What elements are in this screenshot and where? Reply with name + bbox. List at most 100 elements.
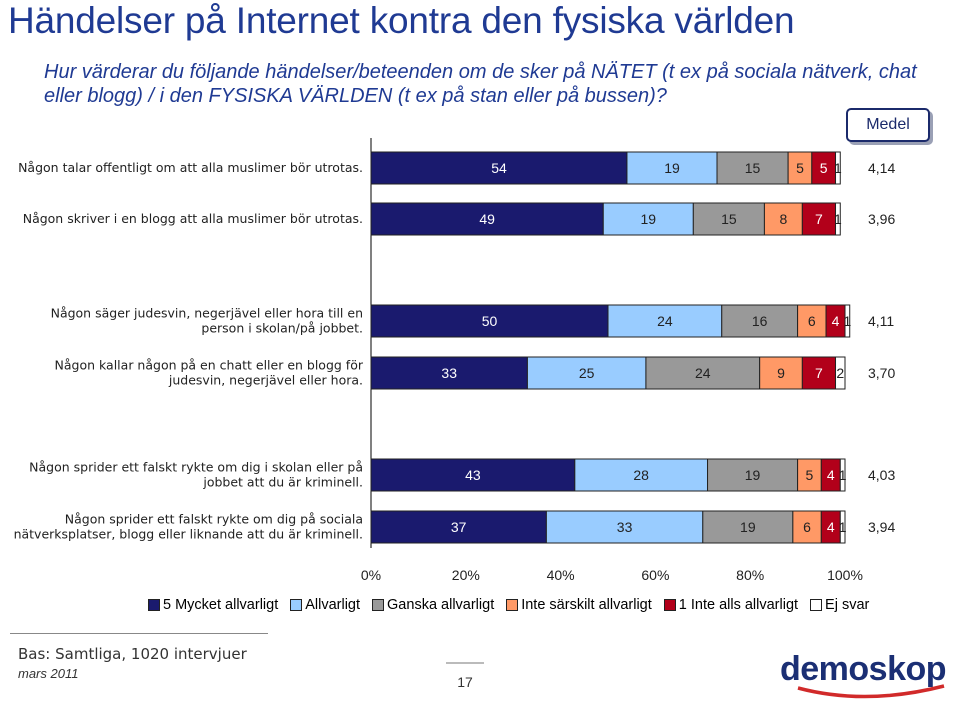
- legend-label: Allvarligt: [305, 597, 361, 613]
- data-label: 54: [491, 160, 507, 176]
- chart-legend: 5 Mycket allvarligt Allvarligt Ganska allv…: [148, 597, 881, 613]
- data-label: 1: [843, 313, 851, 329]
- x-tick-label: 20%: [452, 567, 480, 583]
- bar-segment: [526, 356, 647, 390]
- x-tick-label: 100%: [827, 567, 863, 583]
- bar-segment: [370, 458, 576, 492]
- data-label: 49: [479, 211, 495, 227]
- demoskop-logo: demoskop: [780, 650, 947, 688]
- data-label: 6: [808, 313, 816, 329]
- bar-segment: [792, 510, 822, 544]
- data-label: 25: [579, 365, 595, 381]
- page-number-border: [446, 662, 484, 664]
- mean-column-header: Medel: [846, 108, 930, 142]
- data-label: 24: [657, 313, 673, 329]
- category-label: Någon säger judesvin, negerjävel eller h…: [51, 306, 363, 321]
- data-label: 9: [777, 365, 785, 381]
- bar-segment: [721, 304, 799, 338]
- legend-item: Inte särskilt allvarligt: [506, 597, 652, 613]
- bar-segment: [801, 202, 837, 236]
- bar-segment: [839, 510, 846, 544]
- data-label: 1: [834, 211, 842, 227]
- category-label: Någon kallar någon på en chatt eller en …: [55, 358, 364, 373]
- legend-swatch: [663, 599, 676, 611]
- bar-segment: [645, 356, 761, 390]
- data-label: 33: [441, 365, 457, 381]
- data-label: 37: [451, 519, 467, 535]
- data-label: 4: [832, 313, 840, 329]
- category-label: nätverksplatser, blogg eller liknande at…: [14, 527, 363, 542]
- data-label: 1: [839, 467, 847, 483]
- bar-segment: [626, 151, 718, 185]
- legend-swatch: [506, 599, 519, 611]
- data-label: 1: [839, 519, 847, 535]
- bar-segment: [716, 151, 789, 185]
- legend-label: Ej svar: [825, 597, 870, 613]
- category-label: Någon talar offentligt om att alla musli…: [18, 160, 363, 175]
- data-label: 6: [803, 519, 811, 535]
- x-tick-label: 40%: [547, 567, 575, 583]
- mean-value: 3,96: [868, 211, 895, 227]
- data-label: 16: [752, 313, 768, 329]
- bar-segment: [370, 304, 609, 338]
- mean-value: 4,03: [868, 467, 895, 483]
- bar-segment: [797, 304, 827, 338]
- mean-value: 4,14: [868, 160, 895, 176]
- mean-value: 4,11: [868, 313, 894, 329]
- bar-segment: [702, 510, 794, 544]
- data-label: 19: [641, 211, 657, 227]
- bar-segment: [759, 356, 803, 390]
- data-label: 5: [796, 160, 804, 176]
- bar-segment: [692, 202, 765, 236]
- legend-swatch: [810, 599, 823, 611]
- data-label: 19: [740, 519, 756, 535]
- x-tick-label: 60%: [641, 567, 669, 583]
- footer-base-note: Bas: Samtliga, 1020 intervjuer: [18, 645, 247, 663]
- data-label: 50: [482, 313, 498, 329]
- logo-swoosh-icon: [797, 684, 945, 699]
- legend-swatch: [148, 599, 160, 611]
- legend-label: 5 Mycket allvarligt: [163, 597, 279, 613]
- data-label: 5: [820, 160, 828, 176]
- bar-segment: [839, 458, 846, 492]
- bar-segment: [545, 510, 704, 544]
- data-label: 15: [745, 160, 761, 176]
- data-label: 5: [806, 467, 814, 483]
- legend-item: Ganska allvarligt: [372, 597, 494, 613]
- legend-item: Allvarligt: [290, 597, 360, 613]
- data-label: 19: [664, 160, 680, 176]
- data-label: 2: [836, 365, 844, 381]
- legend-label: Inte särskilt allvarligt: [521, 597, 652, 613]
- legend-label: 1 Inte alls allvarligt: [678, 597, 799, 613]
- data-label: 19: [745, 467, 761, 483]
- page-title: Händelser på Internet kontra den fysiska…: [8, 0, 795, 41]
- category-label: judesvin, negerjävel eller hora.: [168, 373, 363, 388]
- mean-value: 3,94: [868, 519, 895, 535]
- legend-label: Ganska allvarligt: [387, 597, 495, 613]
- legend-swatch: [372, 599, 385, 611]
- data-label: 43: [465, 467, 481, 483]
- data-label: 8: [779, 211, 787, 227]
- category-label: person i skolan/på jobbet.: [201, 321, 363, 336]
- bar-segment: [370, 151, 628, 185]
- bar-segment: [707, 458, 799, 492]
- data-label: 7: [815, 211, 823, 227]
- bar-segment: [370, 202, 604, 236]
- data-label: 33: [617, 519, 633, 535]
- data-label: 24: [695, 365, 711, 381]
- page-number: 17: [457, 674, 473, 690]
- bar-segment: [607, 304, 723, 338]
- question-subtitle: Hur värderar du följande händelser/betee…: [44, 61, 917, 107]
- data-label: 15: [721, 211, 737, 227]
- stacked-bar-chart: Någon talar offentligt om att alla musli…: [14, 138, 895, 583]
- legend-item: 1 Inte alls allvarligt: [663, 597, 799, 613]
- x-tick-label: 0%: [361, 567, 381, 583]
- data-label: 1: [834, 160, 842, 176]
- bar-segment: [574, 458, 709, 492]
- legend-item: Ej svar: [810, 597, 869, 613]
- footer-date: mars 2011: [18, 666, 79, 681]
- category-label: Någon sprider ett falskt rykte om dig i …: [29, 460, 363, 475]
- data-label: 28: [633, 467, 649, 483]
- footer-divider: [10, 633, 268, 634]
- data-label: 7: [815, 365, 823, 381]
